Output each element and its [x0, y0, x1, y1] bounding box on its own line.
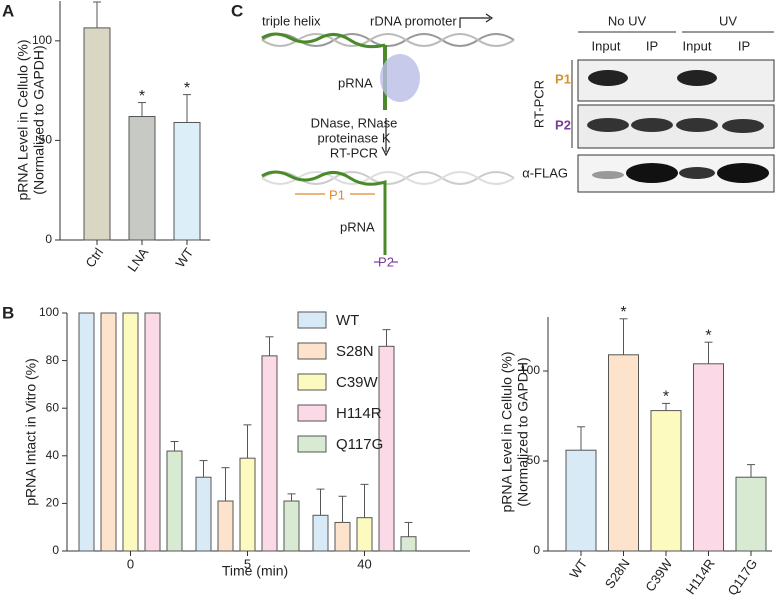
- x-tick-label: H114R: [683, 556, 718, 597]
- x-tick-label: S28N: [602, 556, 633, 591]
- gel-lane: IP: [646, 38, 658, 53]
- bar: [261, 355, 278, 552]
- significance-mark: *: [139, 88, 145, 105]
- primer-label: P2: [378, 254, 394, 269]
- diagram-label: triple helix: [262, 13, 321, 28]
- diagram-label: pRNA: [338, 75, 373, 90]
- legend-label: C39W: [336, 374, 379, 391]
- bar: [735, 476, 767, 552]
- primer-label: P1: [329, 187, 345, 202]
- bar: [173, 121, 201, 241]
- y-tick-label: 50: [527, 453, 541, 467]
- legend-swatch: [297, 311, 327, 329]
- diagram-step: DNase, RNase: [311, 115, 398, 130]
- bar: [217, 500, 234, 552]
- y-axis-label: (Normalized to GAPDH): [515, 357, 531, 506]
- significance-mark: *: [184, 80, 190, 97]
- y-tick-label: 60: [46, 400, 60, 414]
- y-tick-label: 80: [46, 353, 60, 367]
- diagram-step: RT-PCR: [330, 145, 378, 160]
- bar: [128, 116, 156, 241]
- gel-lane: Input: [683, 38, 712, 53]
- gel-row-label: α-FLAG: [522, 165, 568, 180]
- y-axis-label: pRNA Level in Cellulo (%): [499, 351, 515, 512]
- x-tick-label: 40: [357, 556, 371, 571]
- x-tick-label: WT: [172, 245, 196, 270]
- bar: [195, 476, 212, 552]
- bar: [650, 410, 682, 552]
- diagram-step: proteinase K: [318, 130, 391, 145]
- legend-label: Q117G: [336, 436, 383, 453]
- panel-label: A: [2, 1, 14, 20]
- bar: [400, 536, 417, 552]
- x-tick-label: 5: [244, 556, 251, 571]
- y-tick-label: 40: [46, 448, 60, 462]
- legend-swatch: [297, 373, 327, 391]
- legend-swatch: [297, 404, 327, 422]
- diagram-label: rDNA promoter: [370, 13, 457, 28]
- panel-label: C: [231, 1, 243, 20]
- legend-swatch: [297, 342, 327, 360]
- bar: [565, 449, 597, 552]
- bar: [693, 363, 724, 552]
- significance-mark: *: [663, 389, 669, 406]
- bar: [356, 517, 373, 552]
- bar: [334, 521, 351, 552]
- y-axis-label: pRNA Level in Cellulo (%): [15, 39, 31, 200]
- x-tick-label: Q117G: [724, 556, 760, 598]
- y-tick-label: 100: [39, 305, 59, 319]
- gel-lane: Input: [592, 38, 621, 53]
- legend-label: H114R: [336, 405, 382, 422]
- x-axis-label: Time (min): [222, 563, 288, 579]
- bar: [122, 312, 139, 552]
- significance-mark: *: [705, 327, 711, 344]
- x-tick-label: 0: [127, 556, 134, 571]
- legend-label: S28N: [336, 343, 374, 360]
- gel-group-label: RT-PCR: [531, 80, 546, 128]
- bar: [239, 457, 256, 552]
- bar: [166, 450, 183, 552]
- diagram: [261, 13, 515, 263]
- bar: [283, 500, 300, 552]
- legend-label: WT: [336, 312, 359, 329]
- y-tick-label: 0: [45, 232, 52, 246]
- y-tick-label: 100: [32, 33, 52, 47]
- bar: [83, 27, 111, 241]
- y-tick-label: 20: [46, 496, 60, 510]
- gel-row-label: P1: [555, 71, 571, 86]
- y-tick-label: 100: [520, 363, 540, 377]
- y-axis-label: (Normalized to GAPDH): [31, 45, 47, 194]
- y-tick-label: 50: [39, 133, 53, 147]
- bar: [312, 514, 329, 552]
- diagram-label: pRNA: [340, 219, 375, 234]
- x-tick-label: Ctrl: [82, 245, 106, 270]
- gel-condition: UV: [719, 13, 737, 28]
- bar: [100, 312, 117, 552]
- bar: [608, 354, 639, 552]
- y-tick-label: 0: [52, 543, 59, 557]
- y-tick-label: 0: [533, 543, 540, 557]
- panel-label: B: [2, 303, 14, 322]
- significance-mark: *: [620, 304, 626, 321]
- gel: [571, 31, 775, 193]
- gel-condition: No UV: [608, 13, 647, 28]
- x-tick-label: C39W: [642, 555, 675, 594]
- bar: [78, 312, 95, 552]
- gel-row-label: P2: [555, 117, 571, 132]
- x-tick-label: WT: [566, 556, 590, 581]
- legend-swatch: [297, 435, 327, 453]
- y-axis-label: pRNA Intact in Vitro (%): [23, 358, 39, 506]
- x-tick-label: LNA: [124, 245, 151, 275]
- gel-lane: IP: [738, 38, 750, 53]
- bar: [144, 312, 161, 552]
